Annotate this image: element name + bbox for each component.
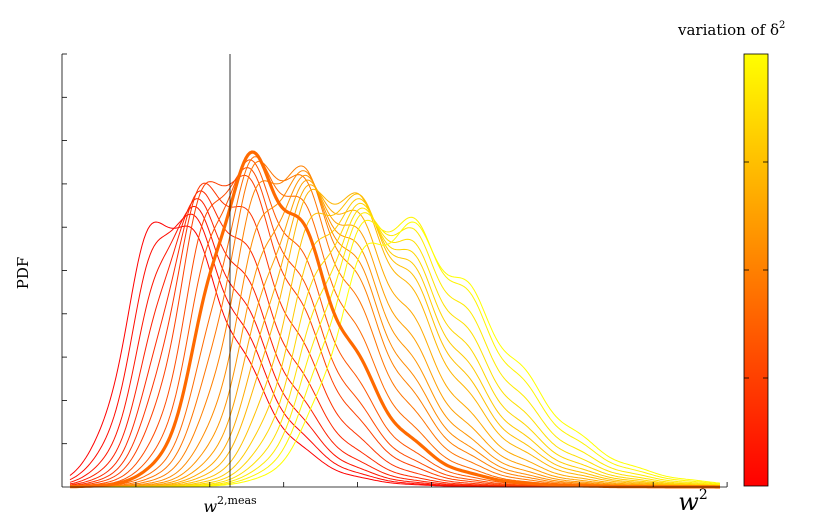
colorbar-ticks — [744, 161, 768, 379]
pdf-curve — [70, 179, 720, 488]
axes — [61, 53, 728, 488]
x-ticks — [135, 482, 728, 487]
colorbar: variation of δ2 — [677, 20, 785, 487]
pdf-curve — [70, 188, 721, 488]
pdf-curve — [69, 174, 721, 488]
x-marker-label: w2,meas — [203, 494, 257, 516]
x-axis-label: w2 — [678, 487, 707, 516]
y-axis-label: PDF — [14, 257, 32, 290]
pdf-curve — [69, 213, 720, 488]
pdf-curves — [69, 150, 721, 489]
pdf-curve — [70, 193, 721, 488]
pdf-curve — [70, 184, 720, 488]
pdf-curve-highlighted — [69, 150, 720, 489]
y-ticks — [62, 53, 67, 445]
colorbar-label: variation of δ2 — [677, 20, 785, 39]
pdf-curve — [70, 221, 721, 488]
pdf-curve — [69, 221, 720, 488]
pdf-curve — [70, 159, 720, 488]
pdf-curve — [70, 198, 720, 488]
